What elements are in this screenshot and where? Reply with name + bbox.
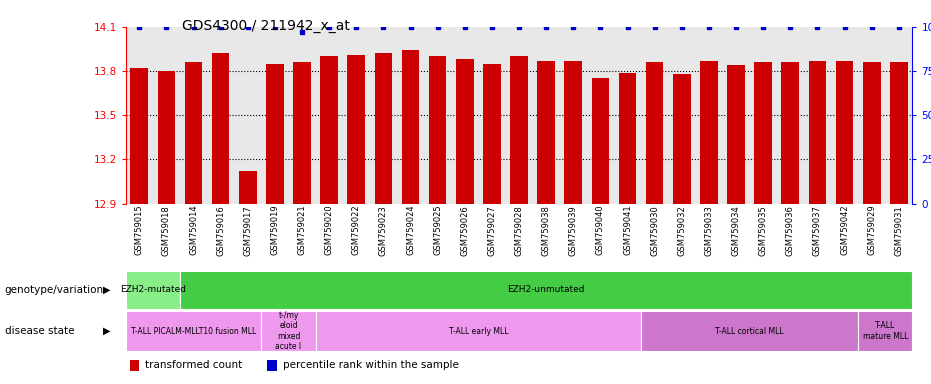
Bar (890, 62, 908, 204)
Text: t-/my
eloid
mixed
acute l: t-/my eloid mixed acute l (276, 311, 302, 351)
Text: GSM759038: GSM759038 (542, 205, 550, 256)
Bar (129, 360, 140, 371)
Bar (700, 61, 718, 204)
Text: GSM759034: GSM759034 (732, 205, 740, 256)
Text: EZH2-unmutated: EZH2-unmutated (507, 285, 585, 295)
Text: GSM759040: GSM759040 (596, 205, 605, 255)
Text: GSM759027: GSM759027 (488, 205, 496, 256)
Bar (754, 62, 772, 204)
Text: GSM759018: GSM759018 (162, 205, 171, 256)
Text: GSM759020: GSM759020 (325, 205, 333, 255)
Text: GSM759037: GSM759037 (813, 205, 822, 256)
Bar (510, 56, 528, 204)
Bar (320, 56, 338, 204)
Bar (126, 271, 180, 309)
Text: GSM759025: GSM759025 (433, 205, 442, 255)
Bar (591, 78, 609, 204)
Text: GDS4300 / 211942_x_at: GDS4300 / 211942_x_at (182, 19, 349, 33)
Text: GSM759026: GSM759026 (460, 205, 469, 256)
Bar (456, 59, 474, 204)
Text: percentile rank within the sample: percentile rank within the sample (283, 360, 459, 371)
Text: ▶: ▶ (103, 326, 111, 336)
Bar (267, 360, 277, 371)
Text: T-ALL PICALM-MLLT10 fusion MLL: T-ALL PICALM-MLLT10 fusion MLL (131, 327, 256, 336)
Bar (863, 62, 881, 204)
Text: T-ALL
mature MLL: T-ALL mature MLL (862, 321, 908, 341)
Bar (266, 64, 284, 204)
Bar (262, 311, 316, 351)
Text: GSM759031: GSM759031 (895, 205, 903, 256)
Text: EZH2-mutated: EZH2-mutated (120, 285, 186, 295)
Bar (809, 61, 826, 204)
Bar (130, 68, 148, 204)
Text: GSM759036: GSM759036 (786, 205, 795, 256)
Bar (126, 311, 262, 351)
Text: GSM759019: GSM759019 (270, 205, 279, 255)
Text: GSM759030: GSM759030 (650, 205, 659, 256)
Text: T-ALL early MLL: T-ALL early MLL (449, 327, 508, 336)
Bar (239, 171, 257, 204)
Bar (836, 61, 854, 204)
Bar (673, 74, 691, 204)
Bar (727, 65, 745, 204)
Text: disease state: disease state (5, 326, 74, 336)
Bar (483, 64, 501, 204)
Bar (429, 56, 447, 204)
Bar (401, 50, 419, 204)
Bar (374, 53, 392, 204)
Bar (347, 55, 365, 204)
Text: GSM759021: GSM759021 (298, 205, 306, 255)
Text: GSM759029: GSM759029 (867, 205, 876, 255)
Text: genotype/variation: genotype/variation (5, 285, 103, 295)
Bar (316, 311, 641, 351)
Text: GSM759024: GSM759024 (406, 205, 415, 255)
Text: GSM759014: GSM759014 (189, 205, 198, 255)
Text: GSM759015: GSM759015 (135, 205, 143, 255)
Bar (537, 61, 555, 204)
Bar (212, 53, 229, 204)
Bar (858, 311, 912, 351)
Text: GSM759022: GSM759022 (352, 205, 361, 255)
Text: T-ALL cortical MLL: T-ALL cortical MLL (715, 327, 784, 336)
Bar (781, 62, 799, 204)
Text: GSM759039: GSM759039 (569, 205, 578, 256)
Bar (646, 62, 664, 204)
Bar (564, 61, 582, 204)
Text: GSM759016: GSM759016 (216, 205, 225, 256)
Text: ▶: ▶ (103, 285, 111, 295)
Bar (619, 73, 637, 204)
Text: GSM759033: GSM759033 (705, 205, 713, 256)
Text: GSM759035: GSM759035 (759, 205, 768, 256)
Text: GSM759028: GSM759028 (515, 205, 523, 256)
Text: GSM759042: GSM759042 (840, 205, 849, 255)
Bar (157, 71, 175, 204)
Text: GSM759041: GSM759041 (623, 205, 632, 255)
Text: GSM759023: GSM759023 (379, 205, 388, 256)
Text: GSM759032: GSM759032 (677, 205, 686, 256)
Bar (184, 62, 202, 204)
Text: GSM759017: GSM759017 (243, 205, 252, 256)
Bar (641, 311, 858, 351)
Text: transformed count: transformed count (145, 360, 243, 371)
Bar (293, 62, 311, 204)
